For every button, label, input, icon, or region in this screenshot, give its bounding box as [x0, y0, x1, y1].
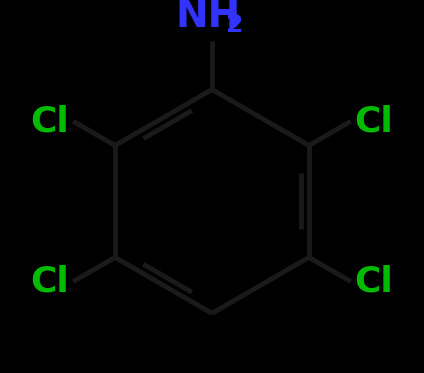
Text: Cl: Cl: [354, 264, 393, 299]
Text: NH: NH: [176, 0, 241, 35]
Text: Cl: Cl: [354, 104, 393, 138]
Text: 2: 2: [226, 13, 243, 37]
Text: Cl: Cl: [31, 104, 70, 138]
Text: Cl: Cl: [31, 264, 70, 299]
